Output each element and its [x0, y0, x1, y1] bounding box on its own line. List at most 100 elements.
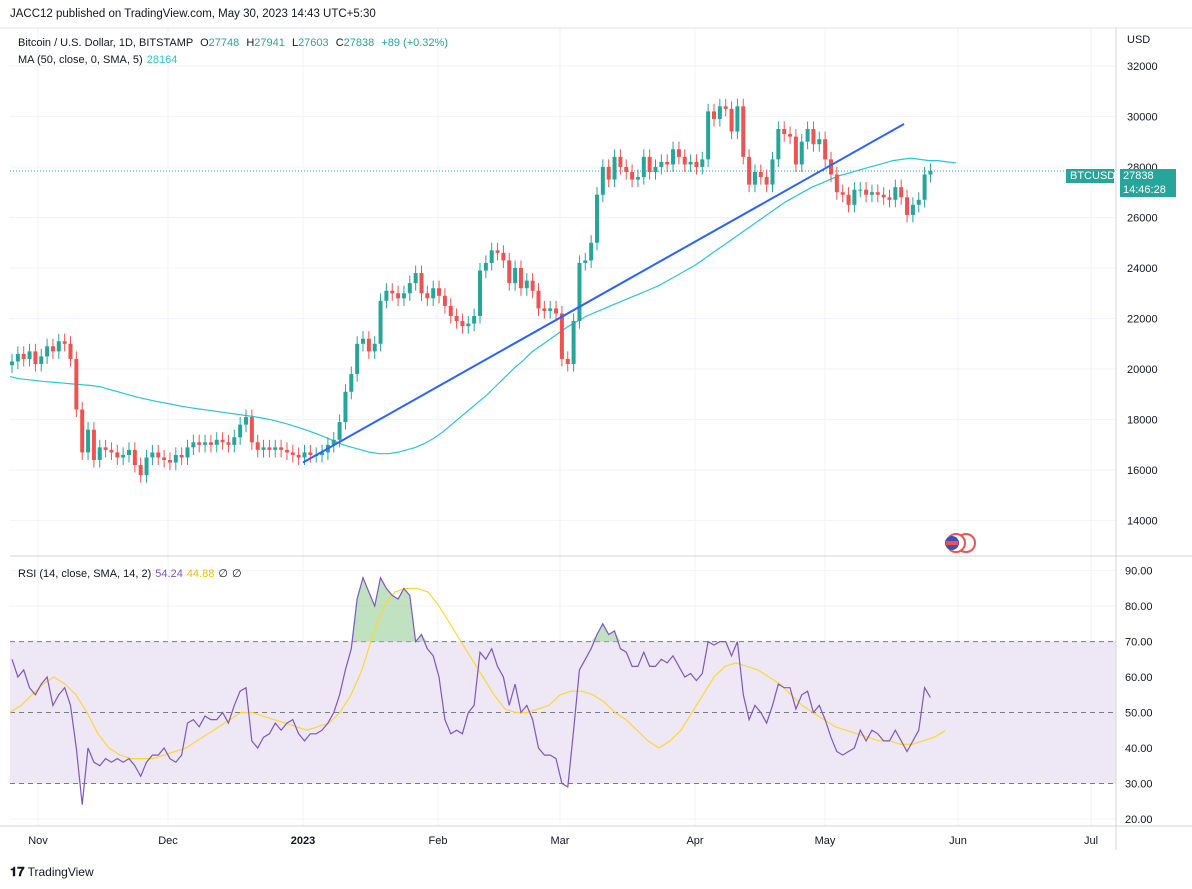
candle-body — [355, 343, 360, 375]
candle-body — [752, 172, 757, 185]
candle-body — [548, 308, 553, 311]
candle-body — [431, 288, 436, 299]
candle-body — [694, 161, 699, 167]
candle-body — [518, 268, 523, 289]
candle-body — [501, 252, 506, 261]
candle-body — [33, 351, 38, 364]
candle-body — [162, 457, 167, 460]
candle-body — [823, 139, 828, 160]
candle-body — [893, 187, 898, 200]
price-tick-label: 26000 — [1127, 212, 1158, 224]
time-tick-label: Dec — [158, 835, 178, 847]
candle-body — [384, 290, 389, 301]
candle-body — [530, 280, 535, 291]
candle-body — [425, 293, 430, 299]
rsi-tick-label: 60.00 — [1125, 672, 1153, 684]
ticker-tag: BTCUSD — [1066, 169, 1115, 183]
candle-body — [723, 106, 728, 109]
candle-body — [682, 156, 687, 165]
candle-body — [887, 197, 892, 200]
candle-body — [788, 134, 793, 137]
candle-body — [337, 422, 342, 440]
candle-body — [197, 442, 202, 445]
price-tick-label: 16000 — [1127, 465, 1158, 477]
candle-body — [349, 374, 354, 392]
trendline-segment — [302, 123, 905, 464]
candle-body — [630, 172, 635, 180]
candle-body — [764, 177, 769, 185]
tradingview-logo[interactable]: 𝟏𝟕 TradingView — [10, 864, 94, 879]
candle-body — [829, 159, 833, 175]
candle-body — [782, 129, 787, 135]
price-tick-label: 24000 — [1127, 263, 1158, 275]
candle-body — [834, 174, 839, 193]
price-tick-label: 14000 — [1127, 516, 1158, 528]
candle-body — [612, 156, 617, 180]
candle-body — [214, 439, 219, 445]
candle-body — [700, 159, 705, 167]
candle-body — [220, 439, 225, 443]
candle-body — [712, 111, 716, 119]
candle-body — [770, 159, 775, 185]
candle-body — [817, 139, 822, 145]
rsi-tick-label: 40.00 — [1125, 743, 1153, 755]
candle-body — [115, 452, 120, 458]
candle-body — [437, 288, 442, 296]
ma-line — [9, 157, 957, 455]
time-tick-label: Jul — [1084, 835, 1098, 847]
candle-body — [869, 192, 874, 195]
candle-body — [372, 343, 377, 352]
candle-body — [103, 447, 108, 450]
candle-body — [635, 177, 640, 180]
candle-body — [776, 129, 781, 160]
candle-body — [899, 187, 904, 198]
candle-body — [27, 351, 32, 359]
candles — [10, 98, 933, 483]
candle-body — [343, 391, 348, 423]
candle-body — [460, 321, 465, 327]
candle-body — [840, 192, 845, 195]
candle-body — [559, 313, 564, 359]
candle-body — [150, 452, 155, 458]
flag-stripe — [946, 541, 958, 545]
candle-body — [156, 452, 161, 458]
candle-body — [717, 106, 722, 119]
price-tick-label: 32000 — [1127, 61, 1158, 73]
flag-icon[interactable] — [945, 533, 976, 553]
candle-body — [244, 417, 248, 425]
candle-body — [361, 338, 365, 344]
last-price-tag: 27838 14:46:28 — [1120, 169, 1176, 197]
candle-body — [536, 290, 541, 309]
candle-body — [179, 454, 184, 458]
candle-body — [706, 111, 711, 160]
candle-body — [138, 465, 143, 476]
candle-body — [665, 161, 670, 165]
candle-body — [928, 171, 933, 175]
candle-body — [121, 454, 126, 458]
time-tick-label: 2023 — [291, 835, 315, 847]
candle-body — [167, 460, 172, 463]
candle-body — [390, 290, 395, 294]
candle-body — [858, 189, 863, 191]
candle-body — [413, 273, 418, 284]
rsi-tick-label: 70.00 — [1125, 637, 1153, 649]
candle-body — [442, 295, 447, 306]
candle-body — [109, 449, 114, 453]
candle-body — [671, 149, 676, 165]
candle-body — [267, 447, 272, 450]
price-tick-label: 20000 — [1127, 364, 1158, 376]
candle-body — [647, 156, 652, 172]
candle-body — [97, 447, 102, 460]
candle-body — [74, 358, 79, 410]
rsi-tick-label: 80.00 — [1125, 601, 1153, 613]
candle-body — [80, 409, 85, 453]
candle-body — [905, 197, 910, 215]
candle-body — [466, 323, 471, 327]
candle-body — [799, 141, 804, 165]
candle-body — [916, 199, 921, 205]
candle-body — [600, 166, 605, 195]
rsi-tick-label: 20.00 — [1125, 814, 1153, 826]
publisher-line: JACC12 published on TradingView.com, May… — [10, 8, 376, 20]
candle-body — [910, 204, 915, 215]
candle-body — [805, 129, 810, 142]
